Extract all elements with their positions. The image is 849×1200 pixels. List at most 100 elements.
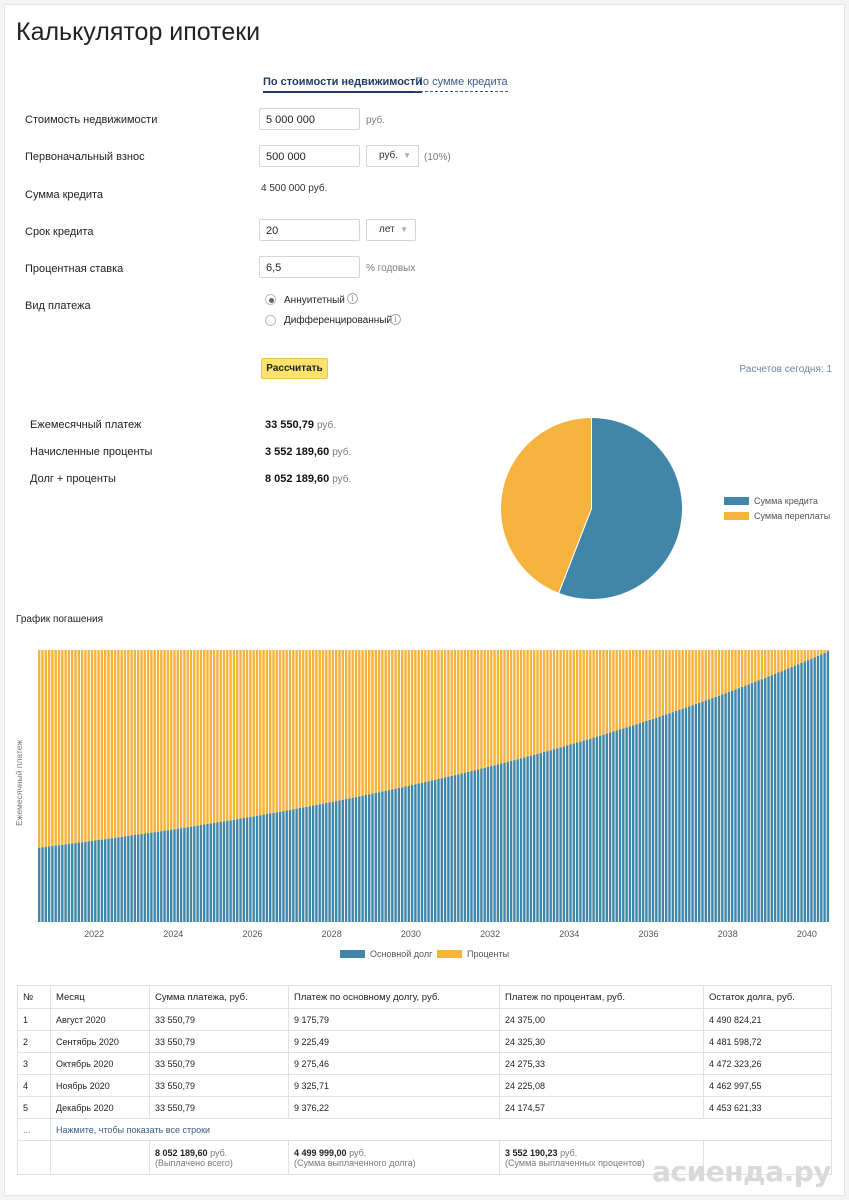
table-cell: 33 550,79: [149, 1074, 289, 1097]
rate-input[interactable]: 6,5: [259, 256, 360, 278]
table-cell: 24 275,33: [499, 1052, 704, 1075]
bar-principal: [186, 827, 189, 922]
bar-principal: [338, 800, 341, 922]
bar-interest: [552, 650, 556, 750]
bar-principal: [278, 811, 282, 922]
bar-principal: [734, 689, 737, 922]
bar-principal: [813, 657, 816, 922]
bar-interest: [783, 650, 787, 670]
tab-by-property[interactable]: По стоимости недвижимости: [263, 76, 423, 93]
bar-principal: [321, 803, 325, 922]
show-all-row[interactable]: ... Нажмите, чтобы показать все строки: [17, 1118, 832, 1141]
bar-interest: [549, 650, 552, 751]
term-input[interactable]: 20: [259, 219, 360, 241]
bar-principal: [311, 805, 315, 922]
bar-interest: [113, 650, 117, 838]
bar-principal: [694, 704, 698, 922]
bar-interest: [658, 650, 661, 717]
down-payment-label: Первоначальный взнос: [25, 151, 145, 163]
x-tick-label: 2030: [401, 929, 421, 939]
annuity-radio[interactable]: [265, 294, 276, 305]
bar-principal: [183, 827, 186, 922]
bar-principal: [249, 816, 252, 922]
bar-principal: [354, 797, 358, 922]
bar-principal: [615, 730, 618, 922]
table-cell: Декабрь 2020: [50, 1096, 150, 1119]
differentiated-radio[interactable]: [265, 315, 276, 326]
bar-interest: [77, 650, 80, 843]
bar-principal: [806, 660, 810, 922]
bar-principal: [823, 652, 826, 922]
bar-interest: [608, 650, 612, 733]
bar-interest: [701, 650, 704, 702]
legend-swatch-overpay: [724, 512, 749, 520]
legend-interest-label: Проценты: [467, 949, 510, 959]
bar-principal: [288, 809, 292, 922]
down-payment-input[interactable]: 500 000: [259, 145, 360, 167]
bar-principal: [645, 721, 648, 922]
bar-principal: [816, 655, 820, 922]
bar-interest: [585, 650, 589, 740]
bar-principal: [707, 699, 711, 922]
monthly-payment-value: 33 550,79 руб.: [265, 419, 337, 431]
bar-principal: [371, 793, 374, 922]
bar-interest: [566, 650, 569, 746]
bar-interest: [321, 650, 325, 804]
bar-principal: [678, 709, 681, 922]
table-cell: 4 490 824,21: [703, 1008, 832, 1031]
tab-by-loan[interactable]: По сумме кредита: [415, 76, 508, 92]
col-header-num: №: [17, 985, 51, 1009]
bar-principal: [285, 810, 288, 922]
bar-principal: [440, 778, 443, 922]
bar-principal: [41, 847, 44, 922]
bar-interest: [622, 650, 625, 729]
page-title: Калькулятор ипотеки: [16, 18, 261, 46]
legend-loan-label: Сумма кредита: [754, 496, 818, 506]
table-cell: 2: [17, 1030, 51, 1053]
bar-principal: [113, 837, 117, 922]
bar-principal: [209, 823, 212, 922]
bar-principal: [335, 801, 338, 922]
bar-principal: [516, 759, 519, 922]
property-cost-input[interactable]: 5 000 000: [259, 108, 360, 130]
info-icon[interactable]: i: [347, 293, 358, 304]
show-all-link[interactable]: Нажмите, чтобы показать все строки: [50, 1118, 832, 1141]
bar-interest: [295, 650, 298, 809]
bar-interest: [806, 650, 810, 661]
col-header-interest: Платеж по процентам, руб.: [499, 985, 704, 1009]
bar-interest: [711, 650, 714, 699]
bar-interest: [71, 650, 74, 844]
bar-interest: [793, 650, 797, 666]
calculate-button[interactable]: Рассчитать: [261, 358, 328, 379]
bar-interest: [325, 650, 328, 803]
bar-interest: [744, 650, 747, 686]
table-cell: 33 550,79: [149, 1096, 289, 1119]
bar-interest: [61, 650, 64, 845]
bar-principal: [127, 835, 130, 922]
bar-principal: [315, 804, 318, 922]
term-unit-select[interactable]: лет ▼: [366, 219, 416, 241]
bar-interest: [496, 650, 500, 765]
bar-principal: [810, 658, 813, 922]
bar-principal: [229, 820, 232, 922]
bar-interest: [255, 650, 259, 816]
bar-principal: [239, 818, 242, 922]
bar-interest: [760, 650, 764, 680]
bar-principal: [648, 719, 651, 922]
bar-interest: [717, 650, 721, 696]
bar-principal: [500, 763, 503, 922]
bar-principal: [777, 672, 780, 922]
bar-principal: [143, 833, 146, 922]
rate-label: Процентная ставка: [25, 263, 124, 275]
bar-interest: [41, 650, 44, 848]
down-payment-unit-select[interactable]: руб. ▼: [366, 145, 419, 167]
bar-interest: [143, 650, 146, 834]
property-cost-unit: руб.: [366, 115, 386, 126]
info-icon[interactable]: i: [390, 314, 401, 325]
bar-interest: [394, 650, 397, 789]
bar-interest: [539, 650, 542, 753]
bar-principal: [773, 673, 777, 922]
bar-interest: [674, 650, 678, 711]
bar-principal: [348, 798, 351, 922]
bar-interest: [94, 650, 97, 841]
